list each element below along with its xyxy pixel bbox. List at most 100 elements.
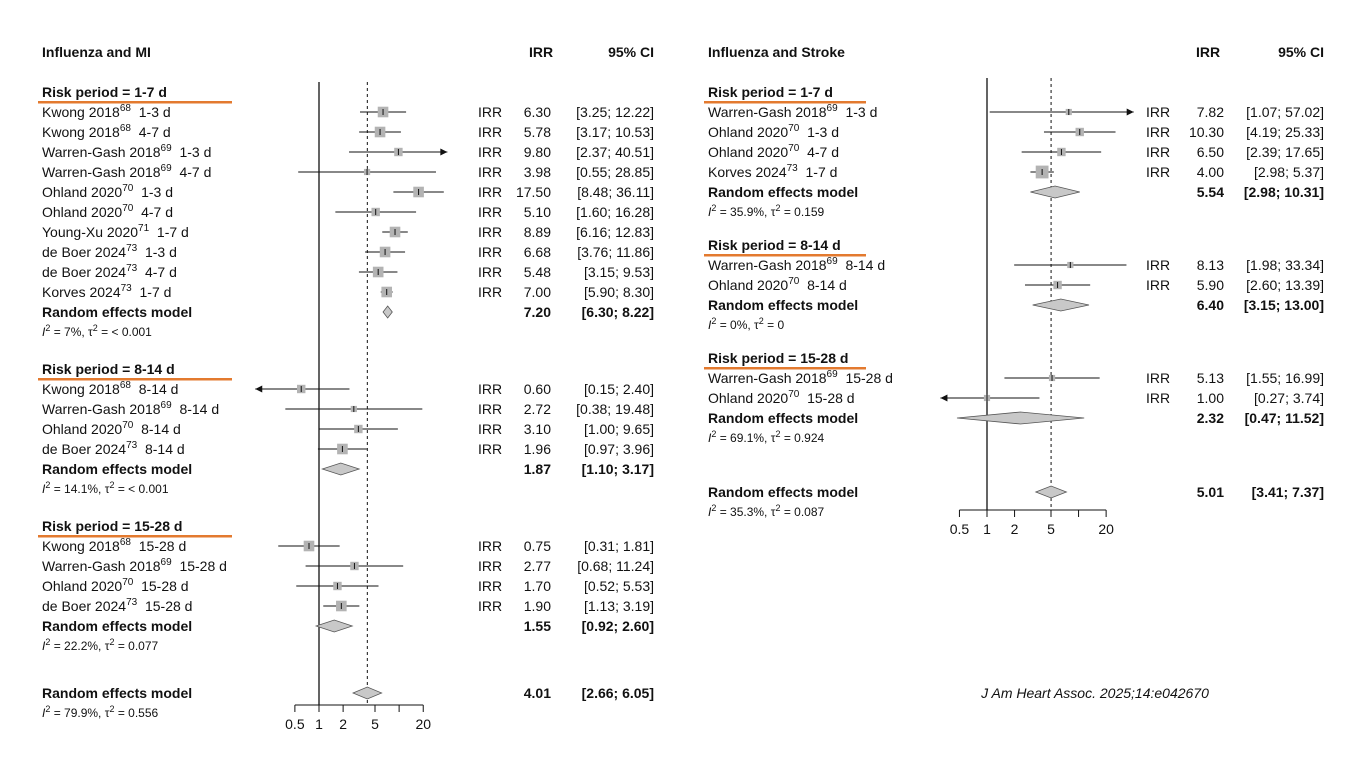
study-ref: 69: [827, 369, 839, 380]
irr-label: IRR: [478, 598, 502, 614]
study-author: Ohland 2020: [708, 124, 788, 140]
study-label: Kwong 201868 4-7 d: [42, 123, 171, 140]
irr-value: 1.96: [524, 441, 551, 457]
study-author: Warren-Gash 2018: [42, 401, 161, 417]
pooled-ci-value: [1.10; 3.17]: [582, 461, 654, 477]
study-period: 15-28 d: [838, 370, 893, 386]
risk-period-header: Risk period = 15-28 d: [42, 518, 182, 534]
study-author: Ohland 2020: [42, 184, 122, 200]
overall-ci-value: [3.41; 7.37]: [1252, 484, 1324, 500]
irr-value: 6.50: [1197, 144, 1224, 160]
study-author: de Boer 2024: [42, 598, 126, 614]
study-period: 8-14 d: [799, 277, 846, 293]
overall-irr-value: 5.01: [1197, 484, 1224, 500]
study-ref: 71: [138, 223, 150, 234]
study-author: Ohland 2020: [42, 578, 122, 594]
study-label: Warren-Gash 201869 4-7 d: [42, 163, 211, 180]
study-period: 1-3 d: [799, 124, 839, 140]
ci-value: [8.48; 36.11]: [577, 184, 654, 200]
heterogeneity-part: = 69.1%, τ: [716, 431, 775, 445]
study-label: Young-Xu 202071 1-7 d: [42, 223, 189, 240]
study-author: Warren-Gash 2018: [42, 144, 161, 160]
ci-value: [0.52; 5.53]: [584, 578, 654, 594]
study-author: Kwong 2018: [42, 124, 120, 140]
irr-value: 5.48: [524, 264, 551, 280]
irr-label: IRR: [478, 558, 502, 574]
heterogeneity-part: = 0.924: [780, 431, 824, 445]
study-ref: 70: [122, 203, 134, 214]
study-ref: 73: [121, 283, 133, 294]
x-axis-tick-label: 1: [983, 521, 991, 537]
panel-title: Influenza and MI: [42, 44, 151, 60]
irr-label: IRR: [478, 124, 502, 140]
overall-heterogeneity-stats: I2 = 79.9%, τ2 = 0.556: [42, 704, 159, 720]
study-period: 1-3 d: [838, 104, 878, 120]
irr-label: IRR: [478, 284, 502, 300]
irr-label: IRR: [478, 144, 502, 160]
heterogeneity-part: 2: [109, 637, 114, 647]
study-period: 15-28 d: [133, 578, 188, 594]
heterogeneity-stats: I2 = 69.1%, τ2 = 0.924: [708, 429, 825, 445]
pooled-diamond: [956, 411, 1085, 425]
irr-label: IRR: [478, 244, 502, 260]
pooled-diamond: [382, 305, 393, 319]
heterogeneity-part: = 22.2%, τ: [50, 639, 109, 653]
subgroup-pooled-label: Random effects model: [42, 618, 192, 634]
study-label: de Boer 202473 4-7 d: [42, 263, 177, 280]
pooled-ci-value: [6.30; 8.22]: [582, 304, 654, 320]
ci-arrow-right: [440, 148, 448, 156]
study-ref: 69: [161, 163, 173, 174]
pooled-irr-value: 7.20: [524, 304, 551, 320]
ci-value: [1.00; 9.65]: [584, 421, 654, 437]
heterogeneity-part: I: [42, 639, 46, 653]
study-label: Kwong 201868 1-3 d: [42, 103, 171, 120]
study-period: 4-7 d: [133, 204, 173, 220]
heterogeneity-part: 2: [93, 323, 98, 333]
study-period: 1-3 d: [131, 104, 171, 120]
citation-text: J Am Heart Assoc. 2025;14:e042670: [980, 685, 1209, 701]
pooled-irr-value: 1.55: [524, 618, 551, 634]
study-label: Ohland 202070 1-3 d: [42, 183, 173, 200]
irr-label: IRR: [478, 401, 502, 417]
study-author: Ohland 2020: [708, 277, 788, 293]
heterogeneity-part: I: [708, 431, 712, 445]
ci-value: [0.27; 3.74]: [1254, 390, 1324, 406]
study-author: Kwong 2018: [42, 104, 120, 120]
irr-label: IRR: [478, 184, 502, 200]
pooled-ci-value: [2.98; 10.31]: [1244, 184, 1324, 200]
irr-value: 0.60: [524, 381, 551, 397]
irr-label: IRR: [478, 224, 502, 240]
study-label: Ohland 202070 4-7 d: [708, 143, 839, 160]
pooled-diamond: [314, 619, 354, 633]
heterogeneity-part: 2: [109, 704, 114, 714]
pooled-irr-value: 6.40: [1197, 297, 1224, 313]
heterogeneity-stats: I2 = 7%, τ2 = < 0.001: [42, 323, 152, 339]
study-ref: 73: [126, 597, 138, 608]
heterogeneity-part: = 0.159: [780, 205, 824, 219]
study-author: de Boer 2024: [42, 264, 126, 280]
pooled-irr-value: 1.87: [524, 461, 551, 477]
heterogeneity-part: I: [42, 325, 46, 339]
study-period: 8-14 d: [838, 257, 885, 273]
irr-value: 1.70: [524, 578, 551, 594]
study-ref: 68: [120, 537, 132, 548]
x-axis-tick-label: 5: [371, 716, 379, 732]
x-axis-tick-label: 1: [315, 716, 323, 732]
column-header-ci: 95% CI: [1278, 44, 1324, 60]
heterogeneity-part: = 0.087: [780, 505, 824, 519]
column-header-irr: IRR: [529, 44, 553, 60]
study-period: 1-3 d: [172, 144, 212, 160]
irr-label: IRR: [478, 578, 502, 594]
risk-period-underline: [38, 535, 232, 538]
heterogeneity-part: I: [42, 482, 46, 496]
heterogeneity-part: 2: [775, 203, 780, 213]
study-label: de Boer 202473 15-28 d: [42, 597, 192, 614]
x-axis-tick-label: 20: [415, 716, 431, 732]
ci-value: [0.38; 19.48]: [576, 401, 654, 417]
risk-period-header: Risk period = 15-28 d: [708, 350, 848, 366]
pooled-ci-value: [3.15; 13.00]: [1244, 297, 1324, 313]
irr-value: 2.72: [524, 401, 551, 417]
heterogeneity-stats: I2 = 35.9%, τ2 = 0.159: [708, 203, 825, 219]
x-axis-tick-label: 0.5: [285, 716, 305, 732]
